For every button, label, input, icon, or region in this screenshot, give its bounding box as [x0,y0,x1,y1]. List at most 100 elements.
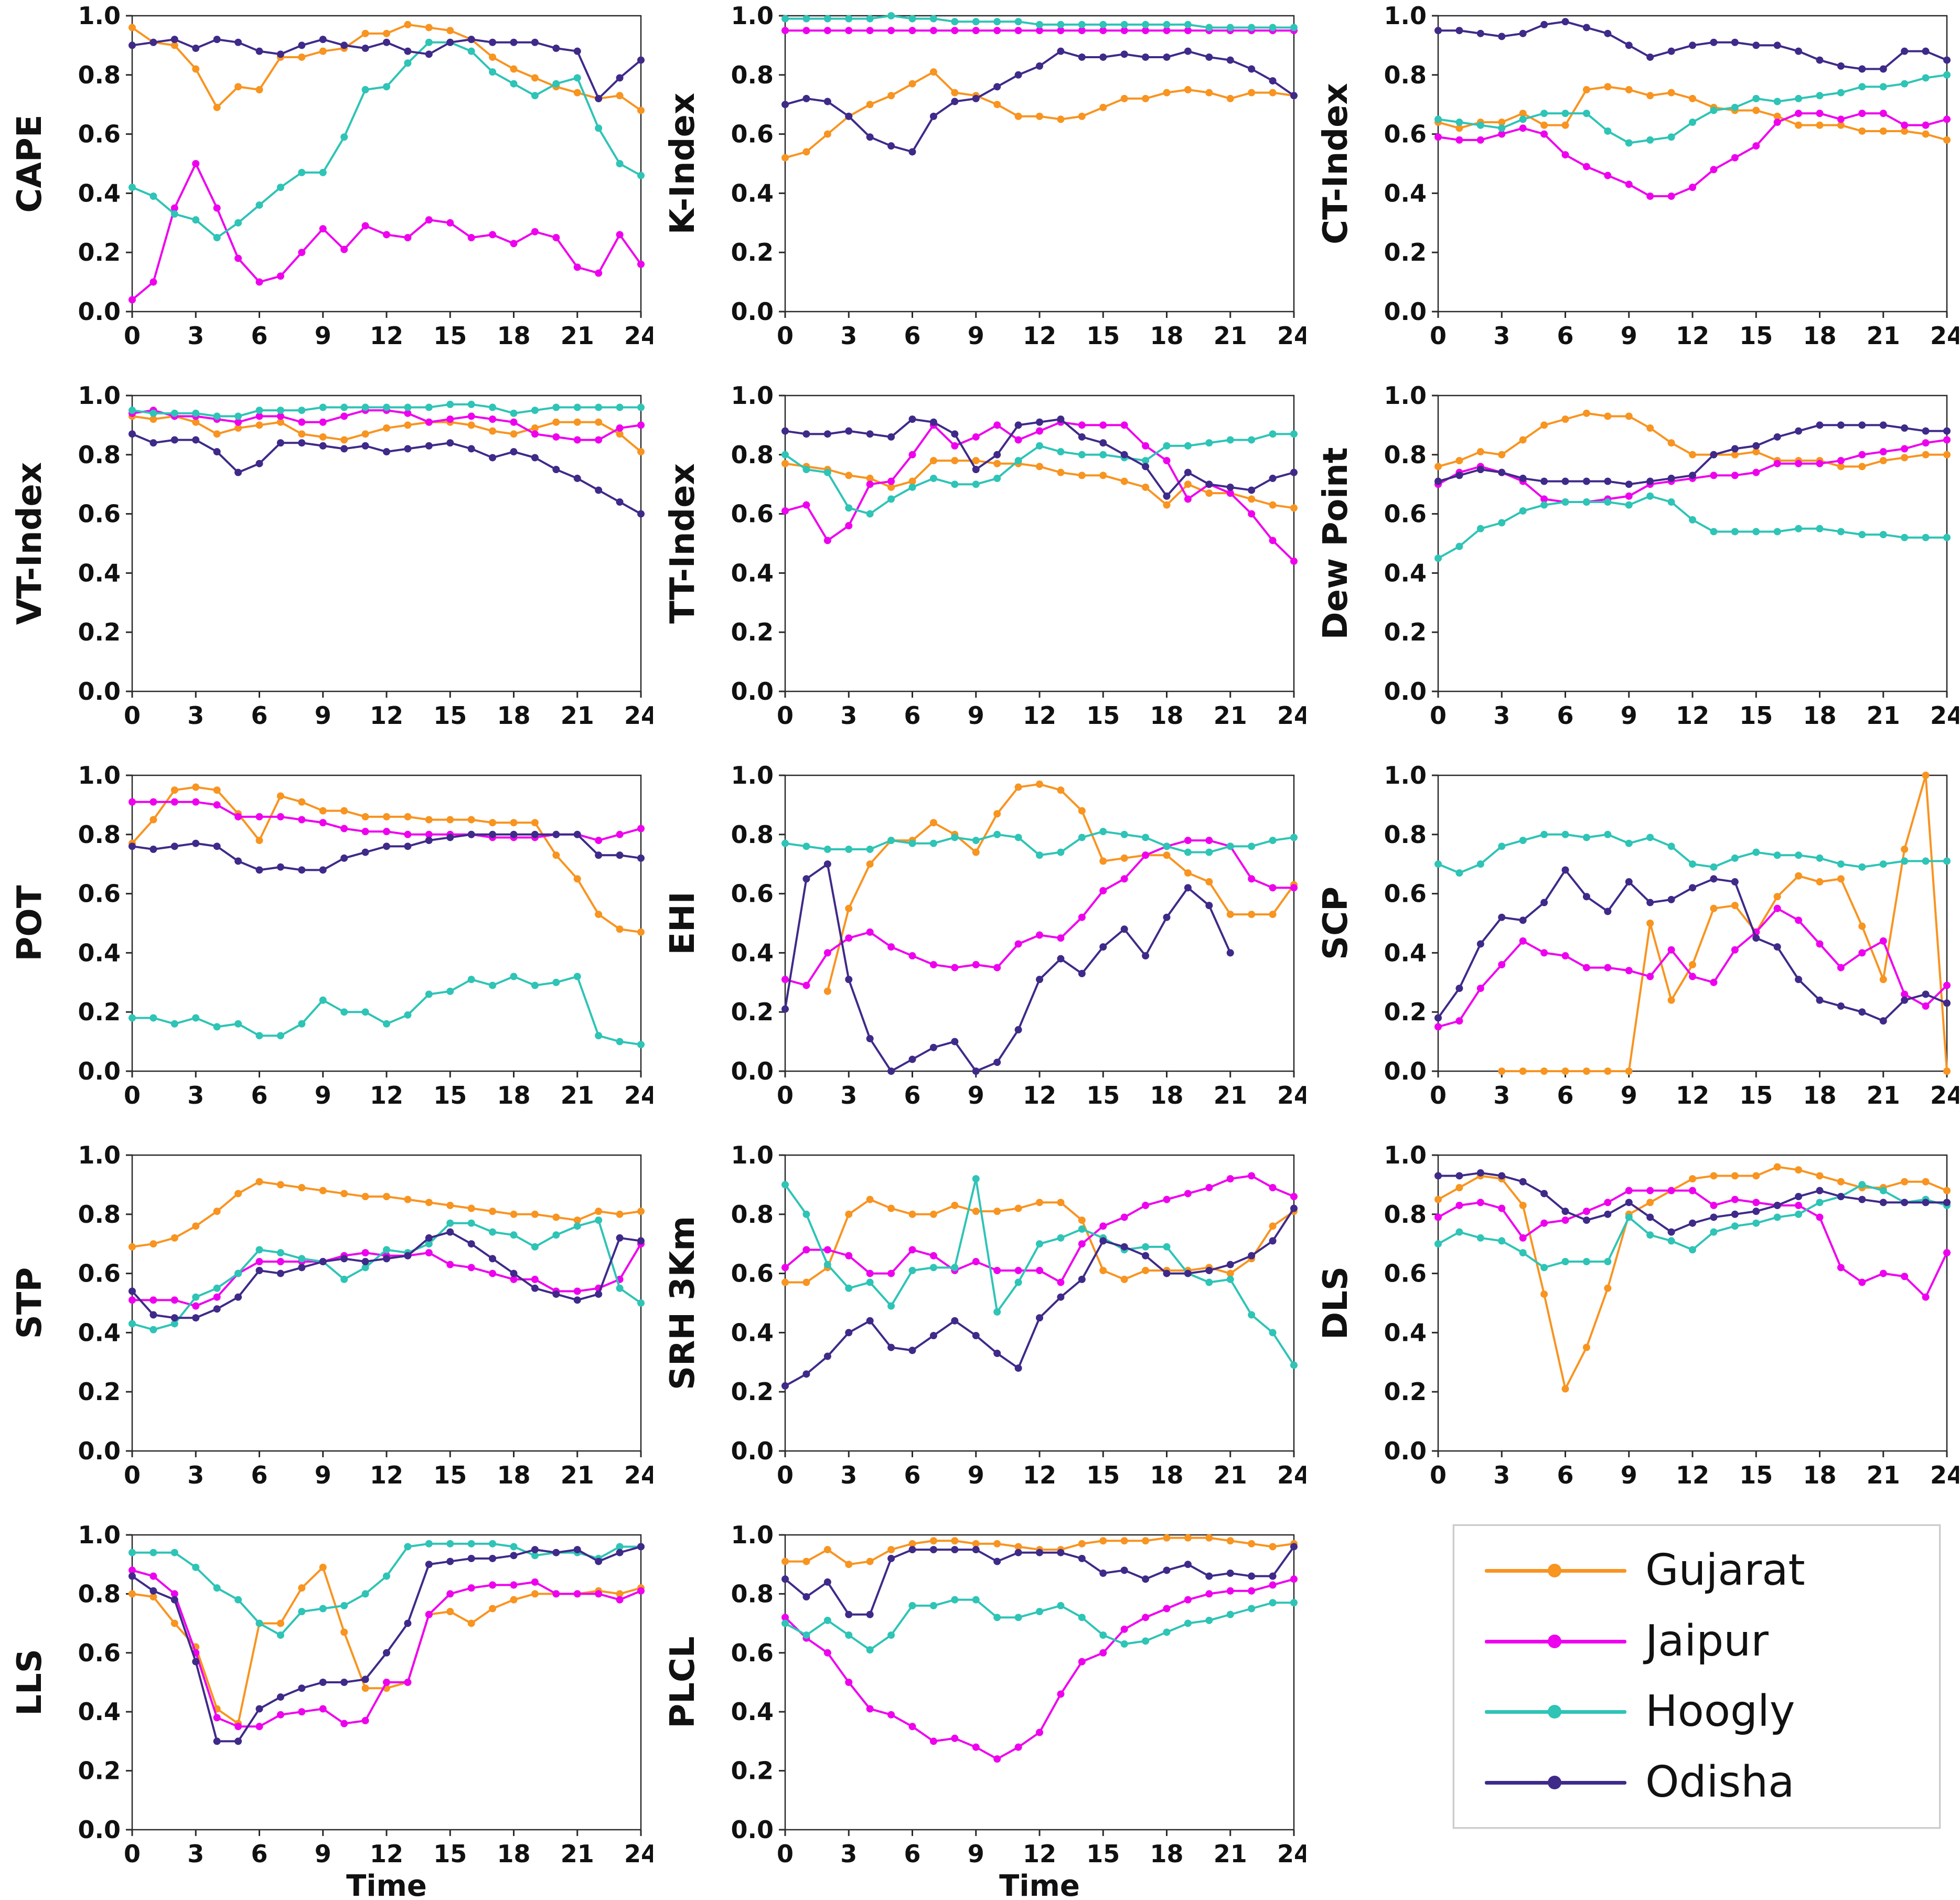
series-marker-hoogly [781,1181,789,1189]
series-marker-hoogly [1120,830,1128,838]
series-marker-gujarat [951,1201,959,1209]
series-marker-hoogly [1858,1181,1866,1189]
x-tick-label: 6 [251,1081,267,1109]
series-marker-odisha [1226,56,1234,64]
series-marker-odisha [1943,427,1951,435]
series-marker-gujarat [298,1584,306,1592]
series-marker-hoogly [637,172,645,179]
series-marker-jaipur [319,225,327,233]
y-tick-label: 0.8 [1384,1200,1427,1229]
series-marker-jaipur [510,1581,518,1589]
y-axis-label: K-Index [663,93,702,234]
jaipur-line-swatch-icon [1485,1634,1626,1649]
x-tick-label: 12 [1023,1840,1056,1868]
y-tick-label: 0.6 [1384,500,1427,528]
series-marker-hoogly [887,1302,895,1310]
series-marker-gujarat [1184,869,1192,877]
series-marker-gujarat [319,47,327,55]
series-marker-hoogly [1879,1187,1887,1194]
series-marker-gujarat [319,1187,327,1194]
y-tick-label: 0.8 [78,441,121,469]
series-marker-jaipur [1290,1575,1298,1583]
series-marker-hoogly [1752,94,1760,102]
series-marker-hoogly [510,80,518,88]
x-tick-label: 9 [968,322,984,350]
series-marker-gujarat [908,80,916,88]
y-tick-label: 0.6 [731,120,774,148]
series-marker-odisha [170,1314,178,1322]
subplot-pot: 0.0 0.2 0.4 0.6 0.8 1.0 0 3 6 9 12 15 18 21 24 POT [0,760,658,1139]
series-marker-gujarat [361,29,369,37]
series-marker-gujarat [866,101,874,109]
series-marker-odisha [1163,1566,1171,1574]
series-marker-gujarat [887,483,895,491]
series-marker-jaipur [845,1252,853,1259]
series-marker-odisha [908,1347,916,1354]
series-marker-hoogly [1922,533,1930,541]
series-marker-gujarat [1710,1172,1718,1180]
series-marker-gujarat [845,904,853,912]
legend-item-odisha: Odisha [1460,1760,1934,1804]
series-marker-hoogly [1057,20,1065,28]
series-marker-odisha [1036,1314,1043,1322]
series-marker-jaipur [1752,468,1760,476]
series-marker-odisha [1582,1216,1590,1224]
series-marker-hoogly [298,1020,306,1028]
series-marker-hoogly [1184,20,1192,28]
series-marker-gujarat [276,418,284,426]
series-marker-hoogly [234,1269,242,1277]
series-marker-odisha [1582,477,1590,485]
series-marker-gujarat [1604,412,1612,420]
series-marker-hoogly [1837,89,1845,97]
series-marker-jaipur [1036,931,1043,939]
series-marker-jaipur [319,1705,327,1713]
series-marker-hoogly [908,15,916,23]
series-marker-hoogly [1540,110,1548,118]
series-marker-gujarat [823,987,831,995]
series-marker-hoogly [637,1299,645,1307]
series-marker-hoogly [951,1596,959,1604]
series-marker-jaipur [1710,1201,1718,1209]
series-marker-odisha [1120,925,1128,933]
series-marker-gujarat [993,101,1001,109]
y-tick-label: 0.2 [1384,1378,1427,1406]
series-marker-gujarat [1901,1178,1909,1186]
x-tick-label: 3 [840,322,857,350]
series-marker-hoogly [404,59,412,67]
x-tick-label: 18 [1150,1081,1183,1109]
series-marker-jaipur [1163,457,1171,465]
series-marker-gujarat [1837,1178,1845,1186]
x-tick-label: 12 [370,1840,403,1868]
series-marker-jaipur [383,828,390,836]
series-marker-jaipur [1120,27,1128,35]
x-tick-label: 21 [1214,1840,1247,1868]
series-marker-odisha [467,36,475,44]
legend-item-jaipur: Jaipur [1460,1619,1934,1663]
y-tick-label: 0.2 [78,998,121,1026]
series-marker-gujarat [425,816,433,824]
series-marker-jaipur [1434,133,1442,141]
series-marker-odisha [1078,433,1086,441]
series-marker-hoogly [1625,501,1633,509]
series-marker-hoogly [1142,457,1150,465]
series-marker-hoogly [781,15,789,23]
series-marker-gujarat [298,1184,306,1192]
series-marker-jaipur [425,418,433,426]
x-tick-label: 6 [1557,1081,1573,1109]
series-marker-odisha [446,38,454,46]
y-tick-label: 0.0 [78,297,121,326]
series-marker-gujarat [255,86,263,93]
series-marker-odisha [1858,421,1866,429]
series-marker-gujarat [340,436,348,444]
series-marker-jaipur [425,830,433,838]
series-marker-gujarat [1476,448,1484,456]
series-marker-jaipur [1476,985,1484,992]
series-marker-jaipur [595,837,603,845]
series-marker-jaipur [573,263,581,271]
series-marker-odisha [1901,47,1909,55]
series-marker-hoogly [1858,531,1866,539]
series-marker-jaipur [823,537,831,545]
series-marker-hoogly [1731,1222,1739,1230]
x-tick-label: 9 [968,701,984,730]
